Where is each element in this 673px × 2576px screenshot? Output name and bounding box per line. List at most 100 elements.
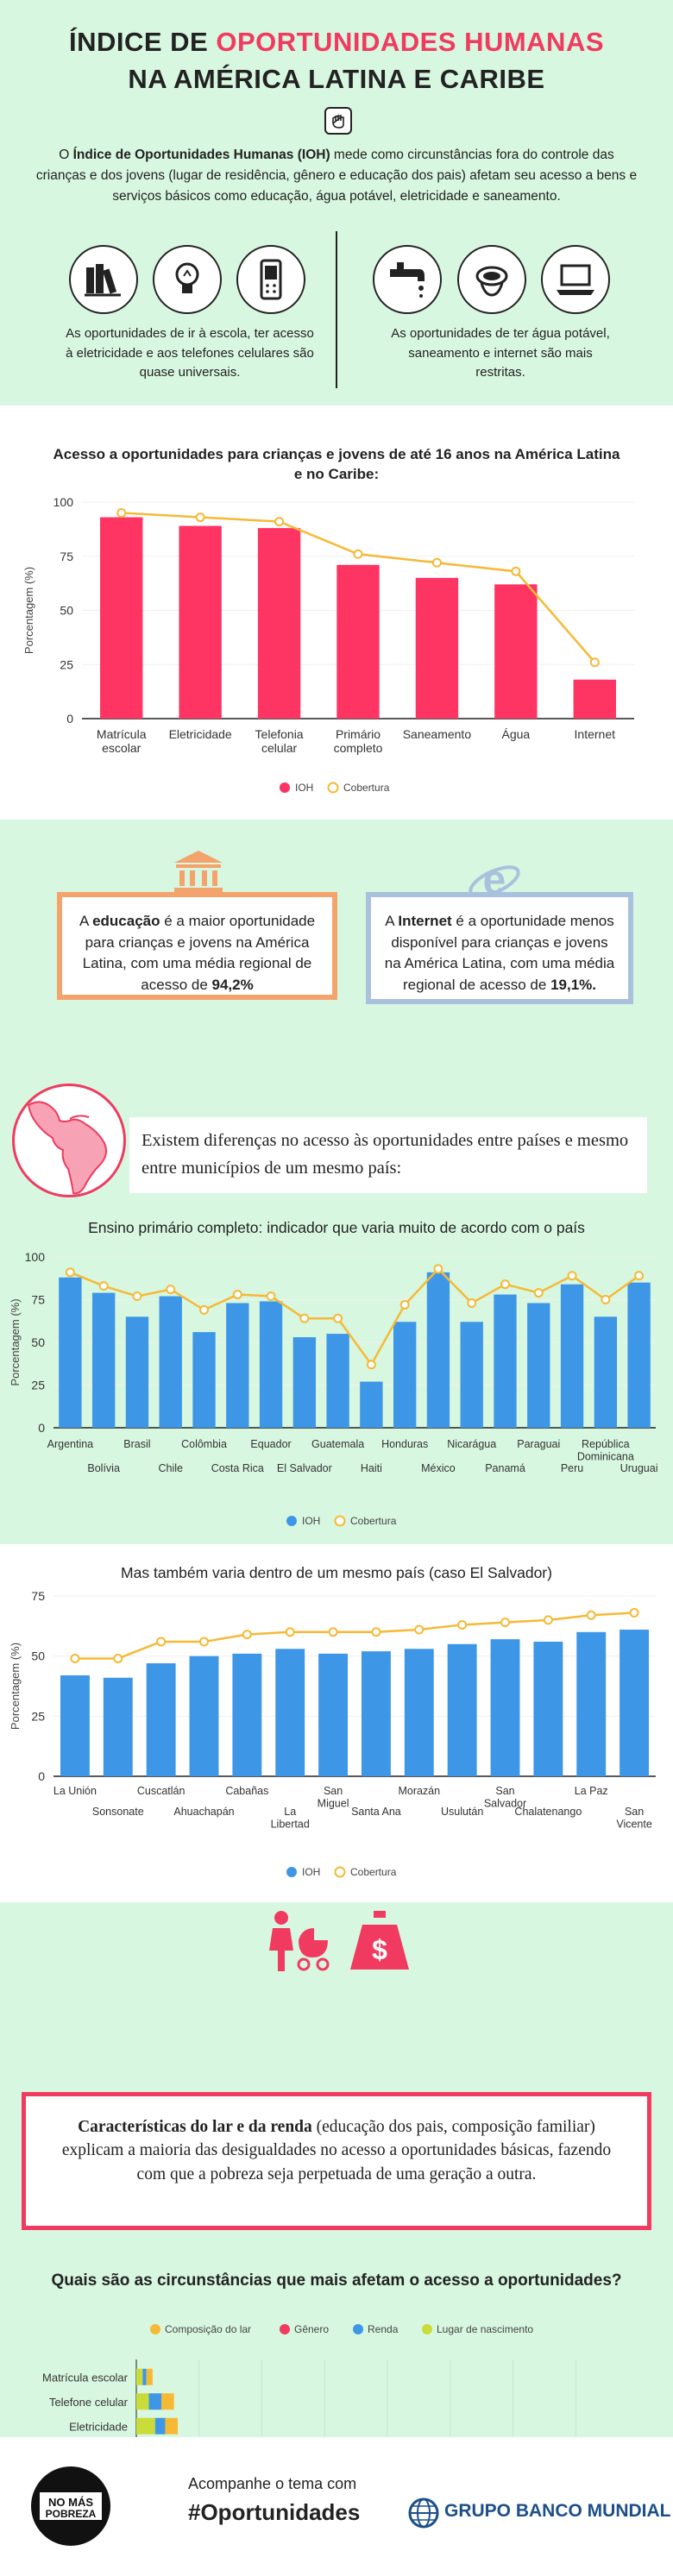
x-tick-label-3: Brasil xyxy=(123,1438,150,1450)
coverage-point-5 xyxy=(199,1304,209,1315)
x-tick-label-12: Chalatenango xyxy=(514,1806,582,1818)
coverage-point-6 xyxy=(511,566,521,576)
bar-9 xyxy=(404,1649,434,1776)
bar-4 xyxy=(159,1296,182,1428)
x-tick-label-11: Honduras xyxy=(381,1438,428,1450)
bar-3 xyxy=(257,528,301,719)
coverage-point-9 xyxy=(414,1624,425,1635)
x-tick-label-14: San Vicente xyxy=(616,1806,652,1831)
coverage-point-10 xyxy=(457,1619,468,1630)
legend-coverage-label: Cobertura xyxy=(343,782,390,794)
x-tick-label-1: Matrícula escolar xyxy=(97,727,147,755)
bar-12 xyxy=(533,1641,563,1776)
education-box: A educação é a maior oportunidade para c… xyxy=(57,892,337,1000)
bar-5 xyxy=(232,1653,262,1776)
legend-ioh-label: IOH xyxy=(302,1515,320,1527)
legend-ioh-label: IOH xyxy=(302,1866,320,1878)
bar-9 xyxy=(326,1334,349,1428)
y-axis-label: Porcentagem (%) xyxy=(9,1643,22,1730)
x-tick-label-5: Cabañas xyxy=(225,1785,268,1797)
legend-coverage-marker xyxy=(327,782,339,794)
bar-13 xyxy=(576,1631,607,1776)
x-tick-label-10: Usulután xyxy=(441,1806,483,1818)
hashtag[interactable]: #Oportunidades xyxy=(188,2499,361,2525)
bar-6 xyxy=(494,584,538,719)
y-tick-label-1: Matrícula escolar xyxy=(42,2371,129,2384)
coverage-point-3 xyxy=(156,1637,167,1647)
y-tick-label-75: 75 xyxy=(60,550,73,563)
chart1-svg: 0 25 50 75 100 Porcentagem (%) Matrícula escola… xyxy=(22,495,634,794)
y-tick-label-75: 75 xyxy=(31,1293,45,1307)
coverage-point-11 xyxy=(399,1299,410,1310)
x-tick-label-6: Água xyxy=(502,727,531,741)
page-title: ÍNDICE DE OPORTUNIDADES HUMANAS NA AMÉRI… xyxy=(68,27,605,94)
x-tick-label-12: México xyxy=(421,1462,456,1474)
bar-3-composi-o-do-lar xyxy=(165,2417,179,2435)
bar-7 xyxy=(318,1653,349,1776)
svg-text:$: $ xyxy=(372,1934,387,1965)
bar-7 xyxy=(259,1301,283,1428)
x-tick-label-10: Haiti xyxy=(361,1462,382,1474)
coverage-point-3 xyxy=(132,1291,142,1302)
faucet-icon xyxy=(373,245,442,314)
x-tick-label-5: Saneamento xyxy=(403,727,472,741)
coverage-point-14 xyxy=(500,1279,510,1290)
coverage-line xyxy=(69,1267,640,1367)
follow-text: Acompanhe o tema com xyxy=(188,2475,357,2492)
coverage-point-7 xyxy=(266,1291,276,1302)
coverage-point-7 xyxy=(328,1627,338,1637)
bar-3 xyxy=(125,1316,149,1428)
coverage-point-12 xyxy=(543,1615,553,1625)
legend-label-2: Gênero xyxy=(294,2323,329,2335)
coverage-line xyxy=(74,1612,635,1660)
x-tick-label-9: Morazán xyxy=(398,1785,440,1797)
bar-6 xyxy=(275,1649,305,1776)
x-tick-label-4: Ahuachapán xyxy=(173,1806,234,1818)
bar-10 xyxy=(360,1381,383,1428)
chart1-section: Acesso a oportunidades para crianças e j… xyxy=(0,405,673,820)
bar-15 xyxy=(527,1303,550,1428)
legend-coverage-marker xyxy=(334,1866,346,1878)
legend-ioh-marker xyxy=(280,782,290,793)
coverage-point-3 xyxy=(274,517,285,527)
bar-3 xyxy=(146,1663,176,1776)
chart3-section: Mas também varia dentro de um mesmo país… xyxy=(0,1544,673,1902)
x-tick-label-3: Cuscatlán xyxy=(137,1785,186,1797)
x-tick-label-4: Chile xyxy=(158,1462,183,1474)
money-bag-icon: $ xyxy=(345,1907,414,1976)
chart2-svg: 0 25 50 75 100 Porcentagem (%) Argentina Bolívi… xyxy=(9,1250,658,1527)
x-tick-label-2: Sonsonate xyxy=(92,1806,144,1818)
x-tick-label-7: San Miguel xyxy=(318,1785,349,1810)
legend-label-4: Lugar de nascimento xyxy=(437,2323,533,2335)
bar-2 xyxy=(179,525,222,719)
coverage-point-5 xyxy=(431,557,442,568)
legend-marker-3 xyxy=(353,2324,363,2334)
chart1-title: Acesso a oportunidades para crianças e j… xyxy=(53,446,620,482)
x-tick-label-16: Peru xyxy=(561,1462,583,1474)
bar-13 xyxy=(460,1322,483,1428)
coverage-point-18 xyxy=(634,1271,645,1281)
differences-text: Existem diferenças no acesso às oportuni… xyxy=(129,1117,647,1193)
y-tick-label-2: Telefone celular xyxy=(49,2396,129,2409)
coverage-point-2 xyxy=(195,512,205,523)
bar-5 xyxy=(415,577,459,719)
left-caption: As oportunidades de ir à escola, ter ace… xyxy=(66,326,314,380)
x-tick-label-3: Telefonia celular xyxy=(255,727,304,755)
bar-10 xyxy=(447,1643,477,1776)
bar-1 xyxy=(100,517,143,719)
coverage-point-11 xyxy=(500,1618,510,1628)
toilet-icon xyxy=(457,245,526,314)
x-tick-label-9: Guatemala xyxy=(311,1438,364,1450)
coverage-point-15 xyxy=(533,1288,544,1298)
x-tick-label-6: Costa Rica xyxy=(211,1462,264,1474)
bar-14 xyxy=(620,1630,650,1776)
x-tick-label-7: Equador xyxy=(250,1438,291,1450)
coverage-point-12 xyxy=(433,1264,443,1274)
coverage-point-9 xyxy=(333,1313,343,1323)
coverage-point-4 xyxy=(199,1637,209,1647)
legend-coverage-marker xyxy=(334,1515,346,1527)
chart2-title: Ensino primário completo: indicador que … xyxy=(88,1219,585,1236)
y-tick-label-3: Eletricidade xyxy=(69,2420,128,2433)
bar-5 xyxy=(192,1332,216,1428)
bar-16 xyxy=(560,1284,584,1428)
